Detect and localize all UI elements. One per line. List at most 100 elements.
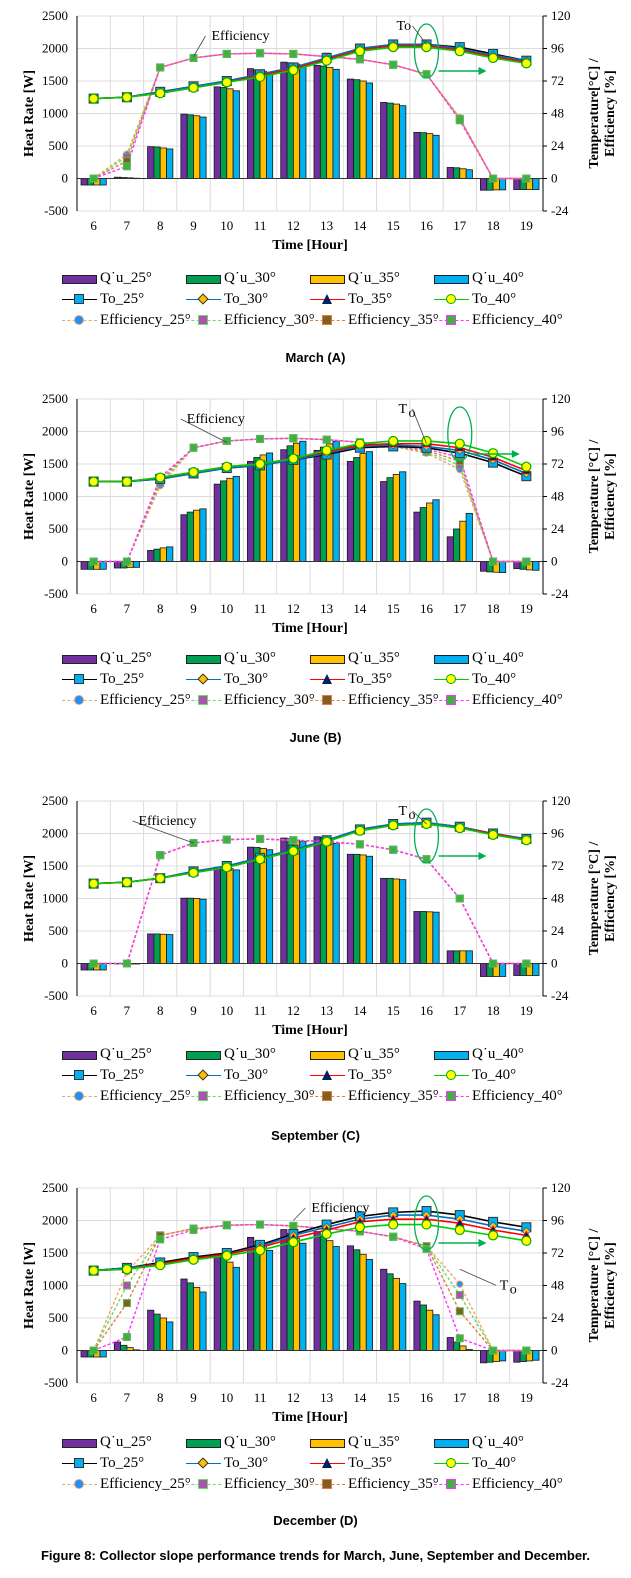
- bar-qu35: [426, 502, 434, 562]
- temperature-point: [421, 1219, 432, 1230]
- bar-qu40: [199, 898, 207, 964]
- legend-label: Efficiency_25°: [100, 1088, 191, 1104]
- legend-label: Q˙u_40°: [472, 270, 524, 286]
- bar-qu35: [226, 1261, 234, 1351]
- legend-marker-circle: [74, 1478, 84, 1489]
- efficiency-point: [222, 835, 231, 844]
- x-axis-title: Time [Hour]: [272, 1410, 348, 1425]
- bar-qu40: [232, 1266, 240, 1351]
- bar-qu35: [326, 1240, 334, 1351]
- legend-label: Efficiency_25°: [100, 1476, 191, 1492]
- x-tick-label: 18: [487, 1003, 500, 1018]
- bar-qu25: [413, 911, 421, 964]
- bar-qu30: [153, 933, 161, 964]
- efficiency-point: [455, 116, 464, 125]
- bar-qu25: [247, 1237, 255, 1351]
- legend-row-eff: Efficiency_25° Efficiency_30° Efficiency_3…: [62, 1086, 582, 1107]
- legend-item-bar: Q˙u_30°: [186, 270, 310, 287]
- temperature-point: [188, 1254, 199, 1265]
- legend-label: Efficiency_40°: [472, 692, 563, 708]
- legend-item-temp: To_25°: [62, 291, 186, 308]
- y2-axis-title: Temperature [°C] /: [587, 1228, 602, 1343]
- bar-qu30: [253, 69, 261, 179]
- y-tick-label: 1500: [42, 456, 68, 471]
- bar-qu40: [498, 963, 507, 977]
- bar-qu25: [380, 1268, 388, 1351]
- legend-item-bar: Q˙u_35°: [310, 1046, 434, 1063]
- y2-tick-label: 0: [551, 1343, 558, 1358]
- x-tick-label: 19: [520, 1390, 533, 1405]
- legend-label: Efficiency_35°: [348, 692, 439, 708]
- efficiency-point: [389, 60, 398, 69]
- bar-qu30: [120, 1344, 128, 1351]
- temperature-point: [487, 1230, 499, 1241]
- legend-item-temp: To_35°: [310, 1455, 434, 1472]
- temperature-point: [155, 472, 166, 483]
- legend-swatch: [310, 1050, 345, 1060]
- bar-qu40: [532, 561, 540, 571]
- temperature-point: [188, 467, 199, 478]
- annotation-subscript: o: [409, 808, 416, 823]
- bar-qu40: [332, 68, 340, 179]
- bar-qu40: [166, 546, 174, 562]
- temperature-point: [88, 1265, 99, 1276]
- legend-row-heat: Q˙u_25° Q˙u_30° Q˙u_35° Q˙u_40°: [62, 1432, 582, 1453]
- legend-item-bar: Q˙u_40°: [434, 1434, 558, 1451]
- y-tick-label: -500: [44, 1375, 68, 1390]
- bar-qu35: [359, 1253, 367, 1351]
- temperature-point: [221, 77, 232, 88]
- bar-qu30: [353, 853, 361, 964]
- legend-item-temp: To_30°: [186, 1455, 310, 1472]
- legend-item-eff: Efficiency_35°: [310, 1476, 439, 1493]
- legend-swatch: [186, 1050, 221, 1060]
- legend-label: Q˙u_25°: [100, 1434, 152, 1450]
- y-axis-title: Heat Rate [W]: [22, 1242, 37, 1329]
- efficiency-point: [256, 434, 265, 443]
- bar-qu40: [432, 911, 440, 964]
- temperature-point: [388, 435, 399, 447]
- bar-qu25: [380, 102, 388, 179]
- x-tick-label: 18: [487, 218, 500, 233]
- x-tick-label: 14: [353, 1390, 367, 1405]
- x-tick-label: 6: [90, 1390, 97, 1405]
- x-tick-label: 13: [320, 218, 333, 233]
- legend-label: Q˙u_30°: [224, 650, 276, 666]
- x-tick-label: 8: [157, 1003, 164, 1018]
- legend-label: Efficiency_25°: [100, 692, 191, 708]
- bar-qu25: [213, 866, 221, 964]
- x-tick-label: 8: [157, 218, 164, 233]
- efficiency-point: [89, 557, 98, 566]
- y-tick-label: 500: [49, 138, 69, 153]
- legend-label: Q˙u_40°: [472, 650, 524, 666]
- annotation-label: T: [399, 804, 408, 819]
- legend-item-temp: To_30°: [186, 1067, 310, 1084]
- x-tick-label: 7: [124, 1390, 131, 1405]
- bar-qu25: [280, 1229, 288, 1351]
- temperature-line: [93, 46, 527, 100]
- legend-item-bar: Q˙u_35°: [310, 270, 434, 287]
- x-tick-label: 17: [453, 601, 467, 616]
- legend-swatch: [62, 654, 97, 664]
- bars: [80, 1229, 540, 1364]
- efficiency-line: [93, 437, 527, 563]
- y-tick-label: 2000: [42, 424, 68, 439]
- bar-qu25: [313, 65, 321, 179]
- y2-tick-label: -24: [551, 988, 569, 1003]
- x-tick-label: 6: [90, 601, 97, 616]
- bar-qu25: [513, 963, 521, 976]
- temperature-point: [388, 42, 399, 53]
- legend-label: Q˙u_40°: [472, 1046, 524, 1062]
- legend-marker-circle: [446, 673, 456, 684]
- x-tick-label: 9: [190, 218, 197, 233]
- legend-swatch: [434, 274, 469, 284]
- temperature-point: [121, 476, 133, 487]
- efficiency-point: [455, 1290, 464, 1299]
- legend-marker-triangle: [322, 293, 332, 304]
- x-tick-label: 8: [157, 1390, 164, 1405]
- bar-qu25: [247, 846, 255, 964]
- temperature-point: [487, 829, 499, 840]
- temperature-point: [88, 878, 99, 889]
- bar-qu30: [386, 1273, 394, 1351]
- efficiency-point: [522, 557, 531, 566]
- legend-label: Efficiency_30°: [224, 692, 315, 708]
